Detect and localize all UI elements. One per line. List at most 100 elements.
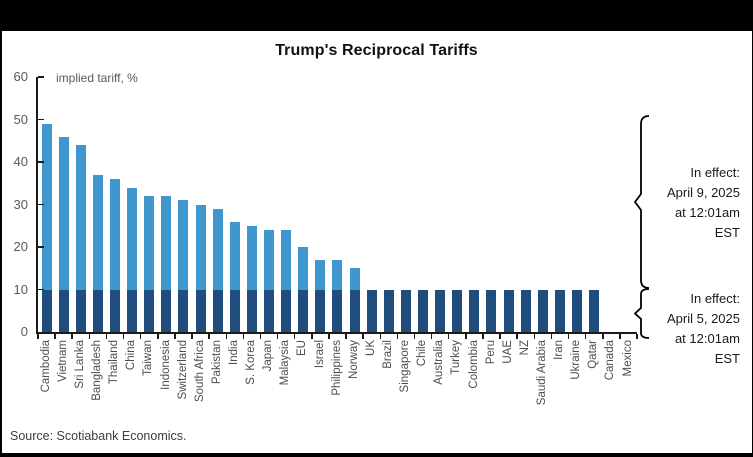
x-tick [259,334,262,339]
bar [229,221,240,332]
x-tick-label: Philippines [330,340,343,396]
chart-title: Trump's Reciprocal Tariffs [275,42,478,59]
bar-segment-baseline [349,289,360,332]
bar-segment-reciprocal [212,208,223,290]
bar [520,289,531,332]
bar-segment-reciprocal [92,174,103,290]
y-tick [38,76,44,78]
x-tick-label: Norway [347,340,360,379]
bar-segment-baseline [109,289,120,332]
bar [315,259,326,332]
x-tick-label: S. Korea [245,340,258,385]
axis-unit-label: implied tariff, % [56,71,138,85]
bar [417,289,428,332]
bar-segment-baseline [383,289,394,332]
x-tick [516,334,518,339]
x-tick-label: NZ [518,340,531,356]
y-tick [38,288,44,291]
bar [41,123,52,332]
bar-segment-baseline [554,289,565,332]
bar-segment-baseline [41,289,52,332]
bar-slot-nz [517,77,534,332]
bottom-black-bar [0,453,753,457]
y-tick [38,246,44,248]
x-tick-label: Cambodia [39,340,52,393]
x-tick [619,334,621,339]
bar-segment-reciprocal [315,259,326,290]
bar-segment-baseline [161,289,172,332]
bar-slot-colombia [466,77,483,332]
bar-segment-reciprocal [281,230,292,290]
bar-slot-chile [414,77,431,332]
x-tick [396,334,399,339]
x-tick-label: Iran [553,340,566,360]
x-tick [71,334,73,339]
bar-segment-reciprocal [298,247,309,290]
bar-segment-baseline [281,289,292,332]
x-tick [191,334,193,339]
bar-segment-baseline [178,289,189,332]
x-tick [311,334,313,339]
x-tick-label: Thailand [108,340,121,385]
bar [75,145,86,332]
x-axis-labels: Cambodia Vietnam Sri Lanka Bangladesh Thaila… [38,340,637,428]
bar-segment-baseline [469,289,480,332]
bar-segment-baseline [417,289,428,332]
x-tick [105,334,108,339]
bar [178,200,189,332]
bar-segment-baseline [452,289,463,332]
bar-segment-baseline [246,289,257,332]
x-tick [602,334,604,339]
x-tick [447,334,450,339]
x-tick [465,334,467,339]
y-tick-label: 0 [20,324,28,339]
bracket-april-5-icon [633,288,650,339]
bar-slot-india [226,77,243,332]
y-tick-label: 10 [13,281,28,297]
x-tick-label: Mexico [621,340,634,377]
x-tick-label: Indonesia [159,340,172,390]
bar-slot-norway [346,77,363,332]
x-tick-label: Bangladesh [91,340,104,401]
x-tick [242,334,245,339]
bar-slot-japan [260,77,277,332]
x-tick [550,334,553,339]
bar [332,259,343,332]
bar-segment-baseline [58,289,69,332]
bar [349,268,360,332]
x-tick [139,334,142,339]
bar [486,289,497,332]
x-tick-label: Vietnam [56,340,69,382]
top-black-bar [0,0,753,31]
bar [92,174,103,332]
x-tick-label: Sri Lanka [74,340,87,389]
bar-segment-baseline [212,289,223,332]
bar-segment-reciprocal [195,204,206,290]
x-tick [208,334,210,339]
annotation-april-5: In effect: April 5, 2025 at 12:01am EST [667,289,740,369]
bar-slot-s-korea [243,77,260,332]
annotation-line: In effect: [690,165,740,180]
bar-slot-canada [603,77,620,332]
bar-segment-reciprocal [144,196,155,290]
x-tick [567,334,570,339]
bar-slot-iran [551,77,568,332]
x-tick [174,334,176,339]
bar-segment-baseline [503,289,514,332]
bar-slot-peru [483,77,500,332]
bar-slot-bangladesh [89,77,106,332]
x-tick [379,334,382,339]
bar-slot-qatar [586,77,603,332]
bar [195,204,206,332]
bar-slot-philippines [329,77,346,332]
annotation-line: EST [714,225,740,240]
y-tick-label: 50 [13,111,28,127]
bar [246,225,257,332]
x-tick-label: UAE [501,340,514,364]
x-tick-label: Saudi Arabia [535,340,548,406]
annotation-line: In effect: [690,291,740,306]
x-tick-label: Japan [262,340,275,372]
bar [58,136,69,332]
x-tick-label: Switzerland [176,340,189,400]
bar-slot-thailand [106,77,123,332]
